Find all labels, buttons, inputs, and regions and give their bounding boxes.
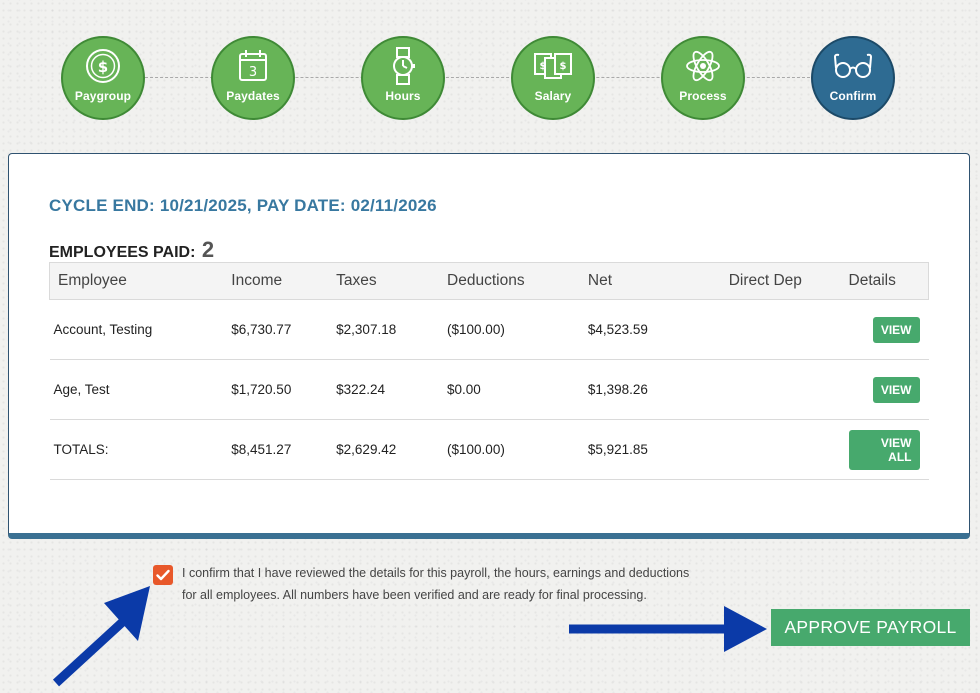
cell-taxes: $322.24 <box>336 359 448 420</box>
cell-income: $1,720.50 <box>231 359 337 420</box>
step-process[interactable]: Process <box>661 36 745 120</box>
cell-income: $8,451.27 <box>231 419 337 480</box>
eyeglasses-icon <box>833 48 873 84</box>
step-paygroup[interactable]: $ Paygroup <box>61 36 145 120</box>
cell-taxes: $2,307.18 <box>336 299 448 360</box>
step-paydates[interactable]: 3 Paydates <box>211 36 295 120</box>
svg-text:$: $ <box>560 61 567 72</box>
payroll-table: Employee Income Taxes Deductions Net Dir… <box>49 262 929 480</box>
confirm-line-1: I confirm that I have reviewed the detai… <box>182 566 690 580</box>
step-confirm[interactable]: Confirm <box>811 36 895 120</box>
column-header: Taxes <box>336 262 448 300</box>
arrow-to-approve-icon <box>569 606 767 652</box>
column-header: Deductions <box>447 262 588 300</box>
employees-paid-count: 2 <box>201 237 215 262</box>
totals-row: TOTALS: $8,451.27 $2,629.42 ($100.00) $5… <box>49 419 929 480</box>
cell-direct-dep <box>728 299 849 360</box>
cell-taxes: $2,629.42 <box>336 419 448 480</box>
column-header: Income <box>231 262 337 300</box>
cell-deductions: ($100.00) <box>447 299 588 360</box>
checkmark-icon <box>156 569 170 581</box>
dollar-coin-icon: $ <box>83 48 123 84</box>
payroll-summary-card: CYCLE END: 10/21/2025, PAY DATE: 02/11/2… <box>8 153 970 539</box>
atom-icon <box>683 48 723 84</box>
column-header: Employee <box>49 262 232 300</box>
step-label: Paydates <box>226 89 280 103</box>
step-label: Salary <box>534 89 572 103</box>
step-salary[interactable]: $ $ Salary <box>511 36 595 120</box>
view-all-button[interactable]: VIEW ALL <box>848 429 920 470</box>
cell-totals-label: TOTALS: <box>49 419 232 480</box>
confirm-checkbox[interactable] <box>153 565 173 585</box>
step-label: Hours <box>385 89 421 103</box>
cell-employee: Account, Testing <box>49 299 232 360</box>
wizard-stepper: $ Paygroup 3 Paydates Hours $ $ Salary Pr… <box>0 36 980 120</box>
cell-net: $5,921.85 <box>587 419 729 480</box>
employees-paid: EMPLOYEES PAID: 2 <box>49 237 214 263</box>
cell-details: VIEW <box>848 359 929 420</box>
table-row: Age, Test $1,720.50 $322.24 $0.00 $1,398… <box>49 359 929 420</box>
cell-direct-dep <box>728 359 849 420</box>
calendar-icon: 3 <box>233 48 273 84</box>
cell-direct-dep <box>728 419 849 480</box>
employees-paid-label: EMPLOYEES PAID: <box>49 244 196 261</box>
stepper-connector <box>145 77 810 78</box>
table-header-row: Employee Income Taxes Deductions Net Dir… <box>49 262 929 300</box>
cell-net: $4,523.59 <box>587 299 729 360</box>
column-header: Net <box>587 262 729 300</box>
step-label: Confirm <box>829 89 877 103</box>
cell-deductions: $0.00 <box>447 359 588 420</box>
cell-details: VIEW ALL <box>848 419 929 480</box>
column-header: Direct Dep <box>728 262 849 300</box>
arrow-to-checkbox-icon <box>52 586 150 687</box>
column-header: Details <box>848 262 929 300</box>
confirm-statement: I confirm that I have reviewed the detai… <box>182 562 762 606</box>
view-button[interactable]: VIEW <box>872 376 920 403</box>
wristwatch-icon <box>383 47 423 85</box>
approve-payroll-button[interactable]: APPROVE PAYROLL <box>771 609 970 646</box>
cell-details: VIEW <box>848 299 929 360</box>
svg-text:$: $ <box>540 61 547 72</box>
money-bills-icon: $ $ <box>533 48 573 84</box>
table-row: Account, Testing $6,730.77 $2,307.18 ($1… <box>49 299 929 360</box>
step-label: Process <box>679 89 727 103</box>
svg-text:$: $ <box>98 58 108 76</box>
step-hours[interactable]: Hours <box>361 36 445 120</box>
view-button[interactable]: VIEW <box>872 316 920 343</box>
cell-income: $6,730.77 <box>231 299 337 360</box>
step-label: Paygroup <box>74 89 132 103</box>
cell-deductions: ($100.00) <box>447 419 588 480</box>
confirm-line-2: for all employees. All numbers have been… <box>182 588 647 602</box>
cell-employee: Age, Test <box>49 359 232 420</box>
cycle-title: CYCLE END: 10/21/2025, PAY DATE: 02/11/2… <box>49 196 437 215</box>
cell-net: $1,398.26 <box>587 359 729 420</box>
svg-text:3: 3 <box>249 65 257 80</box>
